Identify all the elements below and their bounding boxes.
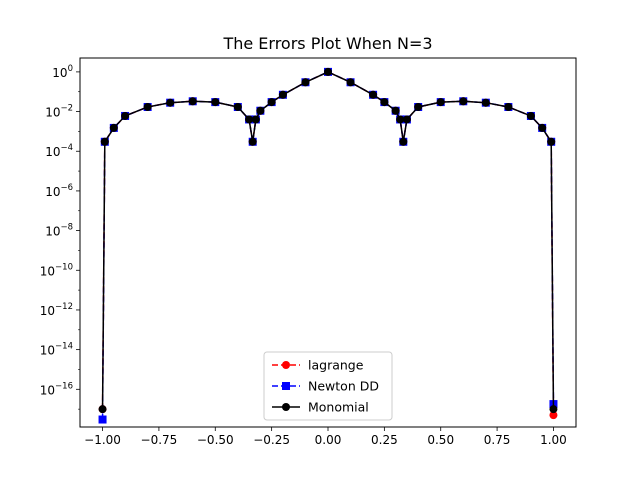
series-point: [414, 102, 423, 111]
series-point: [248, 137, 257, 146]
series-point: [245, 115, 254, 124]
legend-marker: [282, 403, 290, 411]
x-tick-label: 0.25: [371, 433, 398, 447]
series-point: [211, 98, 220, 107]
series-point: [267, 98, 276, 107]
legend-label: lagrange: [308, 358, 364, 373]
y-tick-label: 10−4: [45, 143, 73, 159]
series-point: [346, 78, 355, 87]
x-tick-label: 0.50: [427, 433, 454, 447]
series-point: [109, 123, 118, 132]
series-point: [396, 115, 405, 124]
series-point: [98, 415, 107, 424]
legend-marker: [282, 361, 290, 369]
series-point: [256, 106, 265, 115]
legend-box: [263, 351, 393, 421]
y-tick-label: 10−10: [40, 262, 73, 278]
series-point: [526, 111, 535, 120]
chart-title: The Errors Plot When N=3: [222, 34, 432, 53]
series-point: [380, 98, 389, 107]
legend: lagrange Newton DD Monomial: [263, 351, 393, 421]
series-point: [121, 111, 130, 120]
series-monomial: [98, 67, 558, 414]
legend-marker: [282, 382, 290, 390]
x-axis: −1.00 −0.75 −0.50 −0.25 0.00 0.25 0.50 0.75 1.00: [84, 427, 567, 447]
x-tick-label: 0.00: [315, 433, 342, 447]
series-point: [324, 67, 332, 76]
series-point: [301, 78, 310, 87]
series-point: [369, 90, 378, 99]
series-point: [547, 137, 556, 146]
y-tick-label: 10−14: [40, 342, 73, 358]
series-point: [504, 102, 513, 111]
series-point: [100, 137, 109, 146]
series-point: [538, 123, 547, 132]
series-point: [549, 411, 558, 420]
x-tick-label: −0.50: [197, 433, 234, 447]
x-tick-label: −0.25: [253, 433, 290, 447]
x-tick-label: −1.00: [84, 433, 121, 447]
series-point: [402, 115, 411, 124]
series-point: [399, 137, 408, 146]
series-point: [459, 97, 468, 106]
series-point: [166, 98, 175, 107]
y-tick-label: 10−16: [40, 381, 73, 397]
plot-area: [98, 67, 558, 424]
series-point: [233, 102, 242, 111]
series-point: [98, 405, 107, 414]
y-tick-label: 10−12: [40, 302, 73, 318]
series-point: [278, 90, 287, 99]
legend-label: Monomial: [308, 400, 369, 415]
series-point: [391, 106, 400, 115]
series-point: [188, 97, 197, 106]
y-axis: 100 10−2 10−4 10−6 10−8 10−10 10−12 10−14 10−16: [40, 64, 80, 410]
series-point: [481, 98, 490, 107]
x-tick-label: 0.75: [484, 433, 511, 447]
series-point: [251, 115, 260, 124]
series-point: [143, 102, 152, 111]
y-tick-label: 10−2: [45, 104, 73, 120]
x-tick-label: −0.75: [141, 433, 178, 447]
y-tick-label: 10−6: [45, 183, 73, 199]
series-point: [549, 405, 558, 414]
y-tick-label: 100: [52, 64, 73, 80]
x-tick-label: 1.00: [540, 433, 567, 447]
y-tick-label: 10−8: [45, 223, 73, 239]
series-point: [436, 98, 445, 107]
legend-label: Newton DD: [308, 379, 379, 394]
